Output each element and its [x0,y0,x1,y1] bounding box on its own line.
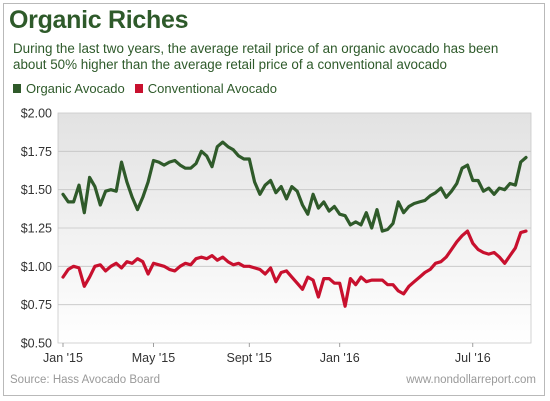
y-tick-label: $1.75 [21,145,52,159]
y-tick-label: $2.00 [21,107,52,121]
chart-subtitle: During the last two years, the average r… [13,41,499,72]
y-tick-label: $0.50 [21,337,52,351]
legend-label-organic: Organic Avocado [26,81,125,96]
website-credit: www.nondollarreport.com [406,374,536,386]
legend-item-conventional: Conventional Avocado [134,81,277,96]
chart-title: Organic Riches [9,6,189,34]
x-tick-label: Jul '16 [455,351,491,365]
legend-swatch-conventional [134,84,143,93]
y-tick-label: $0.75 [21,298,52,312]
y-tick-label: $1.00 [21,260,52,274]
source-note: Source: Hass Avocado Board [10,374,161,386]
legend-item-organic: Organic Avocado [13,81,125,96]
series-line-conventional [61,229,528,308]
x-tick-label: May '15 [132,351,175,365]
x-axis-labels: Jan '15 May '15 Sept '15 Jan '16 Jul '16 [43,343,491,365]
series-lines [61,140,528,308]
x-tick-label: Jan '15 [43,351,83,365]
legend: Organic Avocado Conventional Avocado [13,81,287,96]
legend-label-conventional: Conventional Avocado [147,81,277,96]
legend-swatch-organic [13,84,21,93]
x-tick-label: Sept '15 [227,351,273,365]
y-axis-labels: $2.00 $1.75 $1.50 $1.25 $1.00 $0.75 $0.50 [21,107,52,351]
y-tick-label: $1.25 [21,222,52,236]
x-tick-label: Jan '16 [320,351,360,365]
y-tick-label: $1.50 [21,183,52,197]
series-line-organic [61,140,528,233]
